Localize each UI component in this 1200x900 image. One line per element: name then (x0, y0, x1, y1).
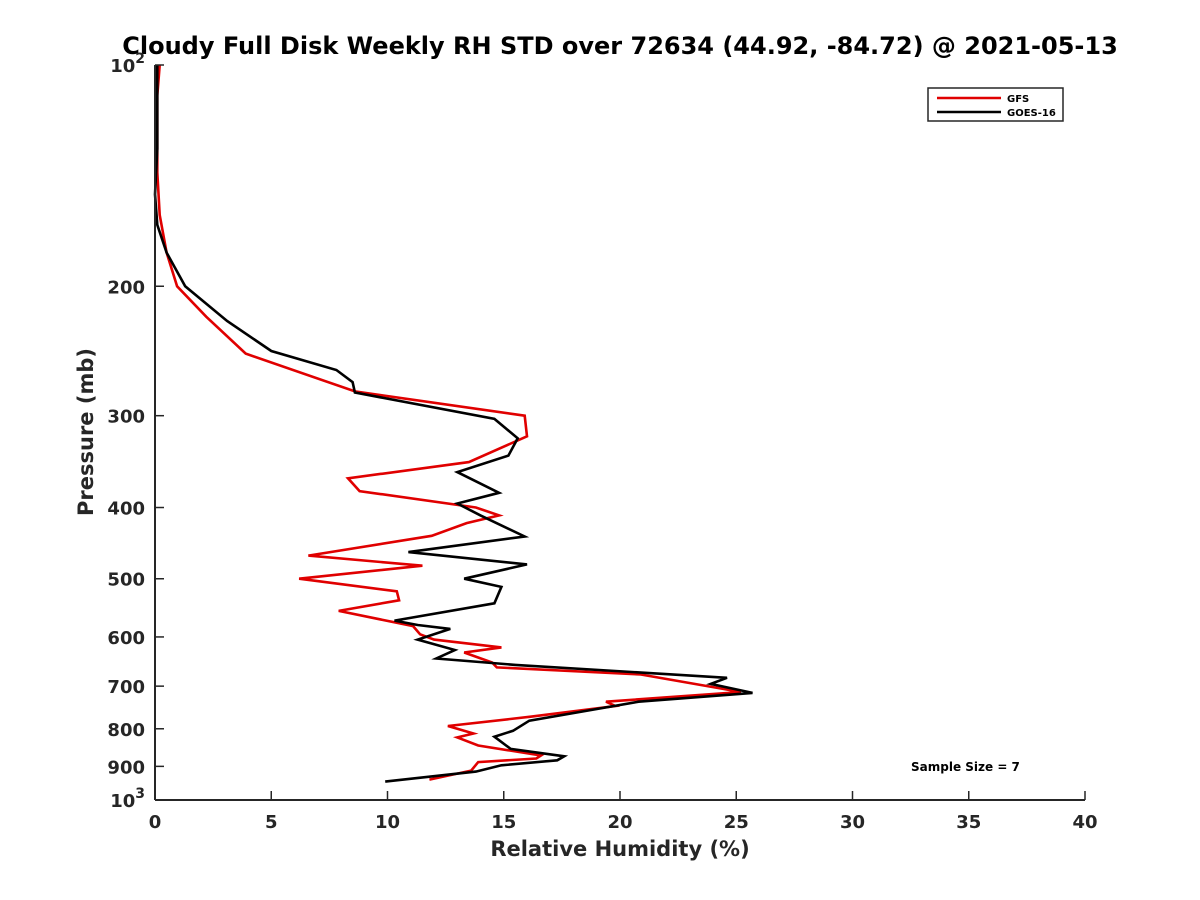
x-tick-label: 20 (607, 812, 632, 833)
y-tick-label: 102 (110, 51, 145, 77)
y-tick-label: 400 (107, 499, 145, 520)
x-tick-label: 35 (956, 812, 981, 833)
y-axis-ticks: 102 200 300 400 500 600 700 800 900 103 (107, 51, 164, 812)
y-tick-label: 600 (107, 628, 145, 649)
sample-size-annotation: Sample Size = 7 (911, 760, 1020, 774)
series-layer (153, 64, 753, 783)
series-line-gfs (156, 64, 742, 781)
y-axis-label: Pressure (mb) (74, 348, 98, 516)
y-tick-label: 500 (107, 570, 145, 591)
x-tick-label: 10 (375, 812, 400, 833)
y-tick-label: 300 (107, 407, 145, 428)
chart-title: Cloudy Full Disk Weekly RH STD over 7263… (122, 32, 1118, 60)
y-tick-label: 103 (110, 786, 145, 812)
y-tick-label: 200 (107, 277, 145, 298)
x-axis-label: Relative Humidity (%) (490, 837, 749, 861)
y-tick-label: 700 (107, 677, 145, 698)
legend-box (927, 87, 1064, 122)
y-tick-label: 900 (107, 757, 145, 778)
legend-label: GOES-16 (1007, 108, 1056, 119)
legend-label: GFS (1007, 94, 1029, 105)
legend: GFS GOES-16 (927, 87, 1064, 122)
x-tick-label: 40 (1072, 812, 1097, 833)
x-tick-label: 0 (149, 812, 162, 833)
series-line-goes-16 (153, 65, 753, 783)
legend-items: GFS GOES-16 (937, 94, 1056, 119)
x-tick-label: 5 (265, 812, 278, 833)
x-tick-label: 30 (840, 812, 865, 833)
y-tick-label: 800 (107, 720, 145, 741)
x-tick-label: 25 (724, 812, 749, 833)
x-axis-ticks: 0 5 10 15 20 25 30 35 40 (149, 791, 1098, 833)
x-tick-label: 15 (491, 812, 516, 833)
